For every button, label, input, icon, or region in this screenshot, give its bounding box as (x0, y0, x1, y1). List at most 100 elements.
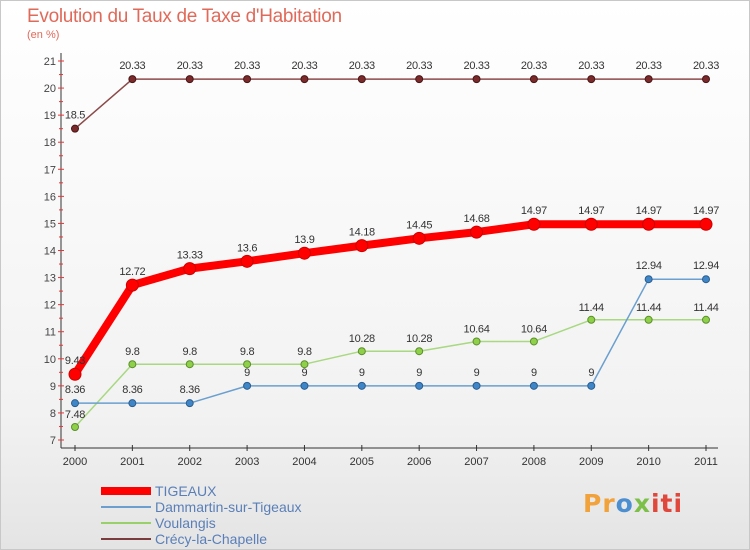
data-label: 20.33 (521, 60, 547, 72)
data-point (415, 347, 424, 356)
data-label: 12.72 (119, 266, 145, 278)
proxiti-logo: Proxiti (583, 489, 683, 518)
data-point (470, 225, 484, 239)
y-tick-label: 8 (50, 408, 56, 420)
data-label: 11.44 (579, 302, 604, 314)
data-label: 13.9 (294, 234, 314, 246)
data-point (357, 75, 366, 84)
y-axis-unit: (en %) (27, 29, 60, 41)
data-point (185, 75, 194, 84)
data-point (128, 399, 137, 408)
data-point (415, 75, 424, 84)
data-label: 9 (531, 367, 537, 379)
x-tick-label: 2009 (579, 456, 603, 468)
data-point (584, 217, 598, 231)
data-label: 10.64 (521, 323, 547, 335)
data-label: 20.33 (349, 60, 375, 72)
data-point (243, 360, 252, 369)
data-label: 9.8 (297, 346, 312, 358)
data-point (472, 381, 481, 390)
data-point (243, 381, 252, 390)
legend-label-tigeaux: TIGEAUX (155, 483, 217, 499)
data-label: 20.33 (578, 60, 604, 72)
y-tick-label: 10 (44, 354, 56, 366)
data-point (699, 217, 713, 231)
data-label: 13.6 (237, 242, 257, 254)
data-point (644, 75, 653, 84)
data-point (587, 75, 596, 84)
data-point (185, 399, 194, 408)
x-tick-label: 2008 (522, 456, 546, 468)
data-label: 14.97 (636, 205, 662, 217)
series-line (74, 78, 707, 130)
data-point (702, 75, 710, 84)
data-label: 18.5 (65, 110, 85, 122)
y-tick-label: 11 (45, 327, 56, 339)
data-label: 14.45 (406, 219, 432, 231)
data-label: 13.33 (177, 250, 203, 262)
data-label: 9.43 (65, 355, 85, 367)
y-tick-label: 12 (44, 300, 56, 312)
data-label: 7.48 (65, 409, 85, 421)
data-point (644, 315, 653, 324)
x-tick-label: 2007 (464, 456, 488, 468)
data-point (300, 381, 309, 390)
y-tick-label: 16 (44, 191, 56, 203)
data-point (529, 381, 538, 390)
series-line (74, 278, 707, 404)
data-point (71, 399, 79, 408)
data-point (644, 275, 653, 284)
data-label: 20.33 (464, 60, 490, 72)
data-label: 9.8 (125, 346, 140, 358)
logo-part: Pr (583, 489, 616, 518)
data-label: 20.33 (406, 60, 432, 72)
data-point (415, 381, 424, 390)
data-label: 11.44 (693, 302, 718, 314)
data-label: 14.97 (521, 205, 547, 217)
logo-part: o (615, 489, 634, 518)
data-point (243, 75, 252, 84)
data-label: 9 (416, 367, 422, 379)
data-label: 20.33 (693, 60, 719, 72)
data-point (412, 231, 426, 245)
series-3 (71, 75, 710, 133)
data-label: 9.8 (240, 346, 255, 358)
x-tick-label: 2005 (350, 456, 374, 468)
y-tick-label: 18 (44, 137, 56, 149)
data-label: 9 (359, 367, 365, 379)
logo-part: iti (650, 489, 684, 518)
logo-part: x (633, 489, 651, 518)
data-label: 8.36 (122, 384, 142, 396)
series-0 (68, 217, 713, 381)
x-tick-label: 2010 (636, 456, 660, 468)
legend-swatch-crecy (101, 538, 151, 540)
data-label: 8.36 (65, 384, 85, 396)
y-tick-label: 17 (44, 164, 56, 176)
x-tick-label: 2004 (292, 456, 316, 468)
data-label: 9.8 (183, 346, 198, 358)
data-point (587, 315, 596, 324)
x-tick-label: 2011 (694, 456, 718, 468)
data-point (472, 337, 481, 346)
legend-swatch-tigeaux (101, 487, 151, 495)
data-point (71, 124, 79, 133)
data-label: 9 (474, 367, 480, 379)
data-label: 14.97 (693, 205, 719, 217)
y-tick-label: 9 (50, 381, 56, 393)
x-tick-label: 2002 (177, 456, 201, 468)
x-tick-label: 2006 (407, 456, 431, 468)
data-point (128, 360, 137, 369)
y-tick-label: 7 (50, 435, 56, 447)
data-point (297, 246, 311, 260)
data-point (71, 423, 79, 432)
chart-title: Evolution du Taux de Taxe d'Habitation (27, 6, 342, 27)
data-point (357, 381, 366, 390)
data-label: 20.33 (636, 60, 662, 72)
legend-swatch-dammartin (101, 506, 151, 508)
data-point (529, 337, 538, 346)
y-tick-label: 13 (44, 273, 56, 285)
data-label: 10.28 (406, 333, 432, 345)
data-point (128, 75, 137, 84)
